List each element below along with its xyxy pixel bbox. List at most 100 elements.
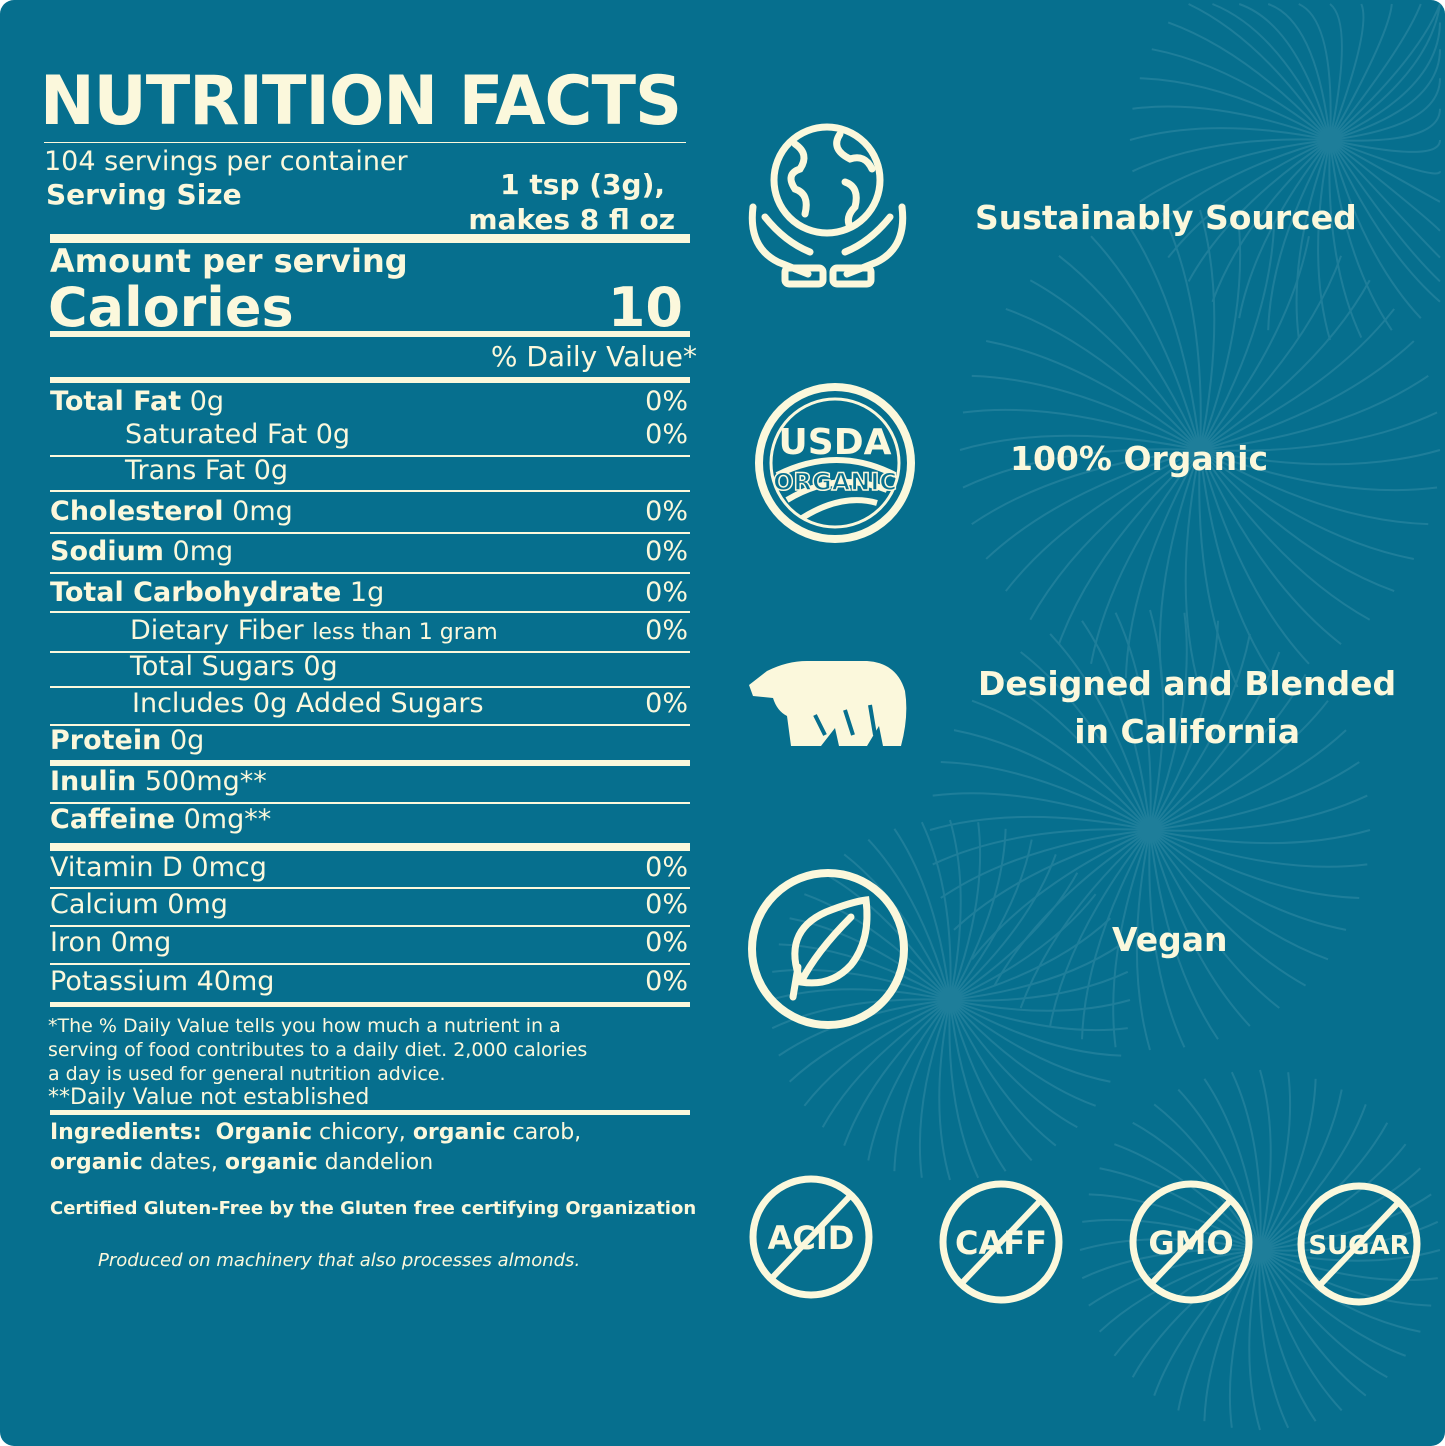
dandelion-strand xyxy=(1057,449,1201,645)
badge-text: ACID xyxy=(768,1219,855,1257)
nutrient-label: Iron xyxy=(50,927,103,958)
dandelion-strand xyxy=(1188,3,1331,141)
nutrient-label: Includes 0g Added Sugars xyxy=(132,688,484,719)
dandelion-strand xyxy=(769,988,951,1001)
dandelion-strand xyxy=(843,853,951,1001)
dandelion-strand xyxy=(1199,340,1415,451)
ingredient-qualifier: Organic xyxy=(215,1120,313,1145)
dandelion-strand xyxy=(1005,449,1201,592)
nutrient-label: Cholesterol xyxy=(50,496,224,527)
footnote-line: serving of food contributes to a daily d… xyxy=(48,1039,588,1061)
dandelion-strand xyxy=(1295,139,1331,338)
nutrient-label: Calcium xyxy=(50,889,159,920)
dandelion-strand xyxy=(1203,1078,1261,1251)
dandelion-strand xyxy=(962,408,1201,451)
nutrient-row: Includes 0g Added Sugars 0% xyxy=(50,687,690,721)
dandelion-strand xyxy=(1238,139,1331,319)
dandelion-strand xyxy=(1259,1249,1432,1307)
dandelion-strand xyxy=(771,998,951,1030)
dandelion-strand xyxy=(1211,139,1331,303)
dandelion-strand xyxy=(949,999,1131,1012)
no-acid-icon: ACID xyxy=(749,1175,873,1299)
dandelion-strand xyxy=(1259,1249,1406,1357)
amount-per-serving: Amount per serving xyxy=(50,242,408,280)
dandelion-strand xyxy=(1149,829,1360,899)
ingredient: carob, xyxy=(505,1120,582,1145)
dandelion-strand xyxy=(1135,829,1151,1051)
dandelion-strand xyxy=(1020,651,1151,831)
dandelion-strand xyxy=(1329,139,1441,153)
panel-title: NUTRITION FACTS xyxy=(40,62,682,141)
dandelion-strand xyxy=(1049,829,1151,1027)
dandelion-strand xyxy=(932,828,1151,866)
dandelion-strand xyxy=(949,839,1033,1001)
dandelion-strand xyxy=(949,854,1057,1001)
dandelion-strand xyxy=(1112,829,1151,1048)
divider xyxy=(50,760,690,766)
nutrient-row: Dietary Fiber less than 1 gram 0% xyxy=(50,614,690,648)
dandelion-strand xyxy=(1079,1238,1261,1251)
dandelion-strand xyxy=(1114,612,1152,831)
dandelion-strand xyxy=(953,729,1151,831)
dandelion-strand xyxy=(1212,3,1331,141)
dandelion-strand xyxy=(1199,449,1438,492)
nutrient-amount: 0mg** xyxy=(183,804,272,835)
dandelion-strand xyxy=(803,999,951,1107)
nutrient-row: Calcium 0mg 0% xyxy=(50,888,690,922)
dandelion-strand xyxy=(1149,829,1307,987)
nutrient-daily-value: 0% xyxy=(645,615,688,646)
dandelion-strand xyxy=(1098,1249,1261,1333)
nutrient-daily-value: 0% xyxy=(645,966,688,997)
seal-bottom-text: ORGANIC xyxy=(773,468,897,496)
dandelion-strand xyxy=(1005,307,1201,451)
dandelion-strand xyxy=(985,449,1201,560)
dandelion-strand xyxy=(1259,1249,1388,1379)
nutrient-daily-value: 0% xyxy=(645,386,688,417)
dandelion-strand xyxy=(971,449,1201,525)
dandelion-strand xyxy=(1259,1104,1367,1251)
nutrient-amount: 0mg xyxy=(232,496,293,527)
nutrient-label: Caffeine xyxy=(50,804,176,835)
dandelion-strand xyxy=(1329,139,1393,331)
dandelion-strand xyxy=(772,968,951,1001)
dandelion-strand xyxy=(1199,411,1438,452)
dandelion-strand xyxy=(1132,138,1331,173)
dandelion-strand xyxy=(1199,212,1242,451)
dandelion-strand xyxy=(1177,1088,1261,1251)
dandelion-strand xyxy=(1082,1218,1261,1251)
nutrient-amount: 40mg xyxy=(196,966,275,997)
dandelion-strand xyxy=(1329,3,1441,141)
divider xyxy=(50,1002,690,1007)
dandelion-strand xyxy=(949,999,1111,1083)
nutrient-amount: 0mg xyxy=(172,536,234,567)
dandelion-strand xyxy=(1267,139,1331,331)
globe-hands-icon xyxy=(748,123,907,288)
dandelion-strand xyxy=(949,872,1079,1001)
dandelion-strand xyxy=(1329,139,1441,283)
nutrient-label: Protein xyxy=(50,725,162,756)
nutrient-label: Vitamin D xyxy=(50,852,183,883)
allergen-statement: Produced on machinery that also processe… xyxy=(98,1250,581,1271)
dandelion-strand xyxy=(1259,1249,1421,1333)
dandelion-strand xyxy=(1149,700,1329,831)
dandelion-strand xyxy=(1259,1249,1317,1422)
dandelion-strand xyxy=(1199,221,1276,451)
dandelion-strand xyxy=(993,829,1151,987)
dandelion-strand xyxy=(1081,620,1151,831)
dandelion-strand xyxy=(949,999,1122,1057)
footnote-line: **Daily Value not established xyxy=(48,1085,370,1110)
nutrient-amount: 1g xyxy=(349,577,385,608)
nutrient-row: Vitamin D 0mcg 0% xyxy=(50,851,690,885)
dandelion-strand xyxy=(948,999,980,1179)
ingredient: dates, xyxy=(142,1150,225,1175)
dandelion-strand xyxy=(1029,449,1201,621)
dandelion-strand xyxy=(1329,3,1441,141)
calories-label: Calories xyxy=(48,276,294,339)
dandelion-strand xyxy=(1081,1248,1261,1280)
dandelion-strand xyxy=(1329,3,1393,141)
dandelion-strand xyxy=(949,999,1078,1129)
nutrient-amount: 0g xyxy=(169,725,205,756)
dandelion-strand xyxy=(1238,3,1331,141)
